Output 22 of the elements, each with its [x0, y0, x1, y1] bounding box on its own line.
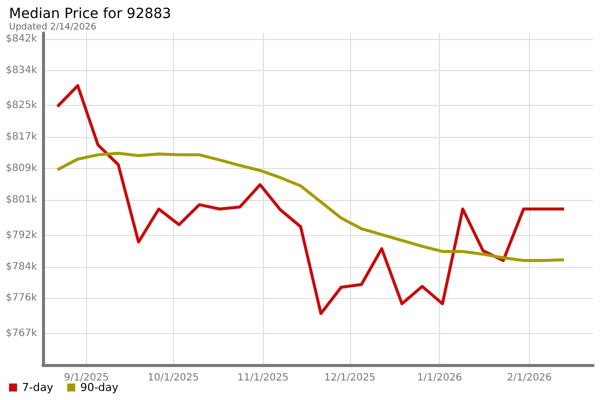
legend-label: 7-day	[22, 381, 54, 394]
y-tick-label: $776k	[6, 292, 38, 304]
x-tick-label: 1/1/2026	[417, 372, 462, 384]
y-tick-label: $792k	[6, 230, 38, 241]
y-tick-label: $801k	[6, 194, 38, 206]
y-tick-label: $809k	[6, 163, 38, 174]
x-tick-label: 2/1/2026	[506, 372, 552, 384]
y-tick-label: $842k	[6, 33, 38, 44]
x-tick-label: 11/1/2025	[237, 372, 289, 384]
x-tick-label: 12/1/2025	[324, 372, 376, 384]
line-series	[56, 84, 566, 316]
y-tick-label: $767k	[6, 328, 38, 340]
line-series	[56, 152, 566, 262]
y-tick-label: $817k	[6, 132, 38, 143]
y-tick-label: $784k	[6, 261, 38, 272]
chart-subtitle: Updated 2/14/2026	[9, 22, 97, 32]
x-tick-label: 10/1/2025	[148, 372, 199, 384]
y-tick-label: $834k	[6, 64, 38, 76]
y-tick-label: $825k	[6, 100, 38, 112]
x-tick-label: 9/1/2025	[64, 372, 109, 384]
chart-title: Median Price for 92883	[9, 6, 172, 22]
legend-label: 90-day	[80, 381, 119, 394]
